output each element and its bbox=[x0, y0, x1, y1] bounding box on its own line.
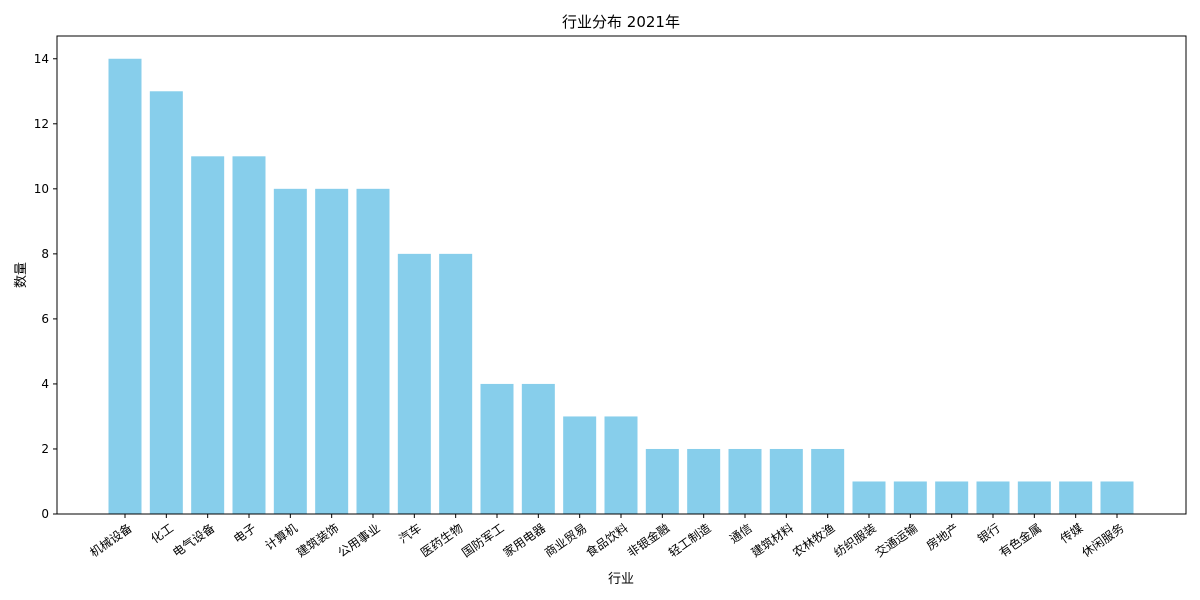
bar bbox=[1059, 481, 1093, 514]
bar bbox=[687, 448, 721, 514]
y-tick-label: 10 bbox=[34, 182, 49, 196]
bar bbox=[893, 481, 927, 514]
y-tick-label: 2 bbox=[41, 442, 49, 456]
y-tick-label: 8 bbox=[41, 247, 49, 261]
x-tick-label: 纺织服装 bbox=[831, 521, 878, 560]
x-tick-label: 商业贸易 bbox=[541, 520, 589, 560]
y-tick-label: 12 bbox=[34, 117, 49, 131]
x-tick-label: 传媒 bbox=[1057, 520, 1085, 546]
y-tick-label: 6 bbox=[41, 312, 49, 326]
bar bbox=[645, 448, 679, 514]
bar bbox=[563, 416, 597, 514]
x-tick-label: 医药生物 bbox=[418, 521, 465, 560]
y-tick-label: 14 bbox=[34, 52, 49, 66]
x-tick-label: 通信 bbox=[727, 521, 755, 546]
x-tick-label: 食品饮料 bbox=[583, 520, 631, 560]
plot-frame bbox=[56, 35, 1187, 515]
x-tick-label: 农林牧渔 bbox=[790, 521, 837, 560]
bar bbox=[769, 448, 803, 514]
bar bbox=[852, 481, 886, 514]
bar bbox=[521, 383, 555, 514]
x-tick-label: 有色金属 bbox=[996, 520, 1044, 560]
bar bbox=[1017, 481, 1051, 514]
bar bbox=[935, 481, 969, 514]
bar bbox=[397, 253, 431, 515]
bar bbox=[976, 481, 1010, 514]
x-tick-label: 轻工制造 bbox=[666, 521, 713, 560]
x-tick-label: 化工 bbox=[148, 521, 176, 546]
x-tick-label: 国防军工 bbox=[459, 520, 507, 560]
bar bbox=[439, 253, 473, 515]
x-tick-label: 交通运输 bbox=[872, 520, 920, 560]
bar bbox=[232, 156, 266, 514]
bar bbox=[315, 188, 349, 514]
x-tick-label: 机械设备 bbox=[87, 520, 135, 560]
x-tick-label: 家用电器 bbox=[500, 520, 548, 560]
x-tick-label: 非银金融 bbox=[624, 520, 672, 560]
x-tick-label: 电子 bbox=[231, 521, 259, 546]
y-tick-label: 0 bbox=[41, 507, 49, 521]
chart-title: 行业分布 2021年 bbox=[562, 13, 680, 31]
y-axis-label: 数量 bbox=[14, 262, 29, 288]
bar bbox=[1100, 481, 1134, 514]
y-axis-ticks: 0 2 4 6 8 10 12 14 bbox=[34, 52, 57, 521]
bar bbox=[356, 188, 390, 514]
x-tick-label: 汽车 bbox=[396, 520, 424, 546]
bars-group bbox=[108, 58, 1134, 515]
x-tick-label: 公用事业 bbox=[335, 521, 382, 560]
x-tick-label: 休闲服务 bbox=[1079, 520, 1127, 560]
bar bbox=[604, 416, 638, 514]
y-tick-label: 4 bbox=[41, 377, 49, 391]
bar bbox=[191, 156, 225, 514]
bar bbox=[811, 448, 845, 514]
x-tick-label: 电气设备 bbox=[169, 520, 217, 560]
x-tick-label: 银行 bbox=[975, 521, 1003, 546]
bar bbox=[149, 91, 183, 514]
bar bbox=[480, 383, 514, 514]
x-axis-label: 行业 bbox=[608, 572, 634, 587]
x-tick-label: 房地产 bbox=[923, 520, 961, 553]
bar bbox=[108, 58, 142, 514]
x-tick-label: 建筑材料 bbox=[748, 520, 796, 560]
bar bbox=[273, 188, 307, 514]
bar bbox=[728, 448, 762, 514]
x-tick-label: 建筑装饰 bbox=[293, 520, 341, 560]
